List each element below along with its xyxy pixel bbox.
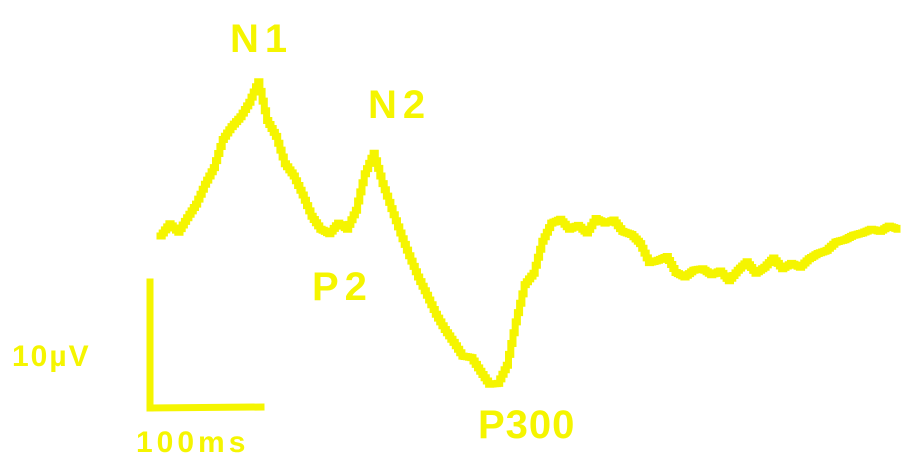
peak-label-n2: N2 xyxy=(368,83,431,127)
peak-label-p2: P2 xyxy=(312,265,373,309)
peak-label-n1: N1 xyxy=(230,17,293,61)
scale-bar-group xyxy=(146,278,265,412)
peak-label-p300: P300 xyxy=(478,403,575,447)
time-scale-label: 100ms xyxy=(136,426,249,459)
erp-waveform-line xyxy=(156,78,901,388)
amplitude-scale-label: 10µV xyxy=(12,340,91,373)
time-scale-bar xyxy=(146,403,265,412)
waveform-layer xyxy=(156,78,901,388)
